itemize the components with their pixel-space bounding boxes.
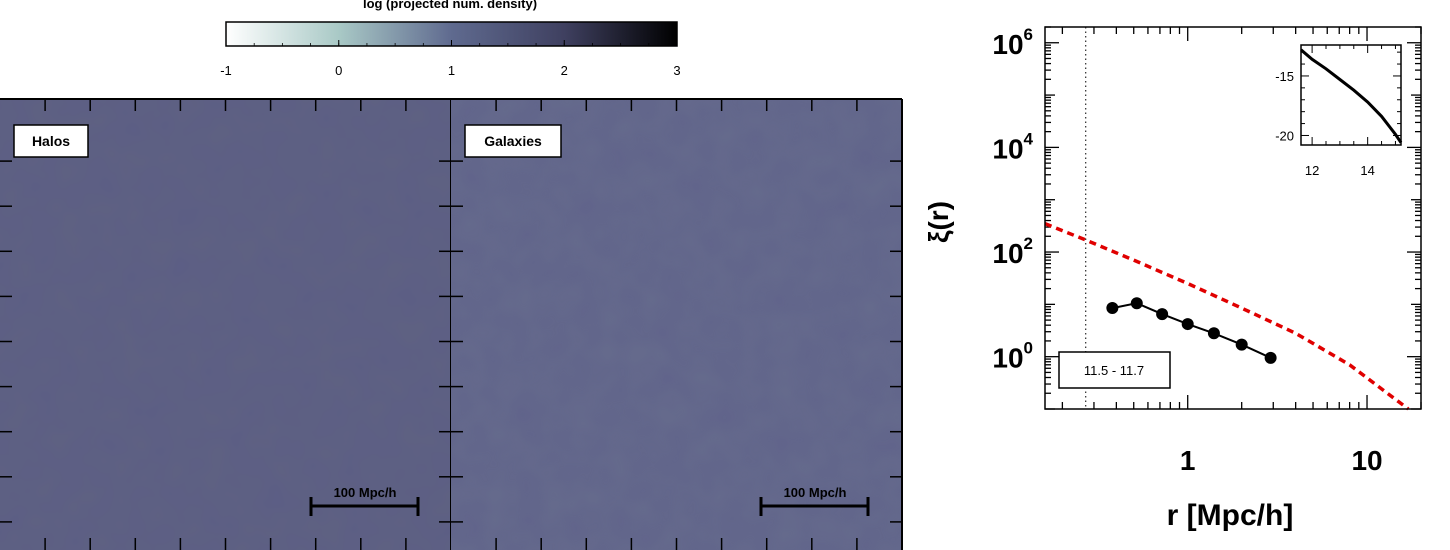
colorbar-title: log (projected num. density) [363, 0, 537, 11]
x-axis-label: r [Mpc/h] [1167, 499, 1294, 532]
inset-plot: 12 14 -15 -20 [1275, 44, 1403, 178]
inset-frame [1300, 44, 1402, 146]
y-tick-label: 104 [992, 129, 1033, 164]
legend-box [1058, 351, 1171, 389]
galaxies-label: Galaxies [484, 133, 542, 149]
legend-label: 11.5 - 11.7 [1084, 363, 1144, 378]
halos-scale-label: 100 Mpc/h [334, 485, 397, 500]
galaxies-frame-ticks [451, 98, 903, 550]
data-point [1207, 327, 1220, 340]
data-point [1106, 302, 1119, 315]
galaxies-panel: Galaxies 100 Mpc/h [451, 98, 903, 550]
halos-density-texture [0, 99, 451, 550]
colorbar-tick-label: -1 [220, 63, 232, 78]
model-dashed-line [1044, 221, 1410, 411]
x-tick-label: 1 [1180, 445, 1196, 476]
colorbar-tick-label: 3 [673, 63, 680, 78]
galaxies-scale-label: 100 Mpc/h [784, 485, 847, 500]
inset-line [1300, 48, 1403, 144]
x-tick-labels: 1 10 [1180, 445, 1383, 476]
data-point [1181, 318, 1194, 331]
data-point [1130, 297, 1143, 310]
data-point [1264, 351, 1277, 364]
plot-frame [1044, 26, 1422, 410]
colorbar-tick-label: 1 [448, 63, 455, 78]
galaxies-density-texture [451, 99, 902, 550]
galaxies-scale-bar [759, 497, 870, 516]
halos-label-box [13, 124, 89, 158]
data-point [1235, 338, 1248, 351]
halos-scale-bar [309, 497, 420, 516]
x-tick-label: 10 [1351, 445, 1382, 476]
inset-y-tick-label: -20 [1275, 128, 1294, 143]
data-point [1156, 308, 1169, 321]
colorbar-tick-label: 0 [335, 63, 342, 78]
y-tick-labels: 106 104 102 100 [992, 25, 1033, 374]
y-axis-label: ξ(r) [923, 201, 954, 243]
galaxies-label-box [464, 124, 562, 158]
y-tick-label: 106 [992, 25, 1033, 60]
inset-x-tick-label: 14 [1360, 163, 1374, 178]
inset-x-tick-label: 12 [1305, 163, 1319, 178]
y-tick-label: 102 [992, 234, 1033, 269]
colorbar: log (projected num. density) -1 0 1 2 3 [220, 0, 680, 78]
colorbar-ticks: -1 0 1 2 3 [220, 40, 681, 78]
halos-label: Halos [32, 133, 70, 149]
y-tick-label: 100 [992, 339, 1033, 374]
plot-series [1044, 27, 1410, 411]
halos-panel: Halos 100 Mpc/h [0, 98, 452, 550]
colorbar-tick-label: 2 [561, 63, 568, 78]
correlation-function-plot: 106 104 102 100 1 10 r [Mpc/h] ξ(r) 11.5 - 1… [923, 25, 1422, 532]
inset-y-tick-label: -15 [1275, 69, 1294, 84]
